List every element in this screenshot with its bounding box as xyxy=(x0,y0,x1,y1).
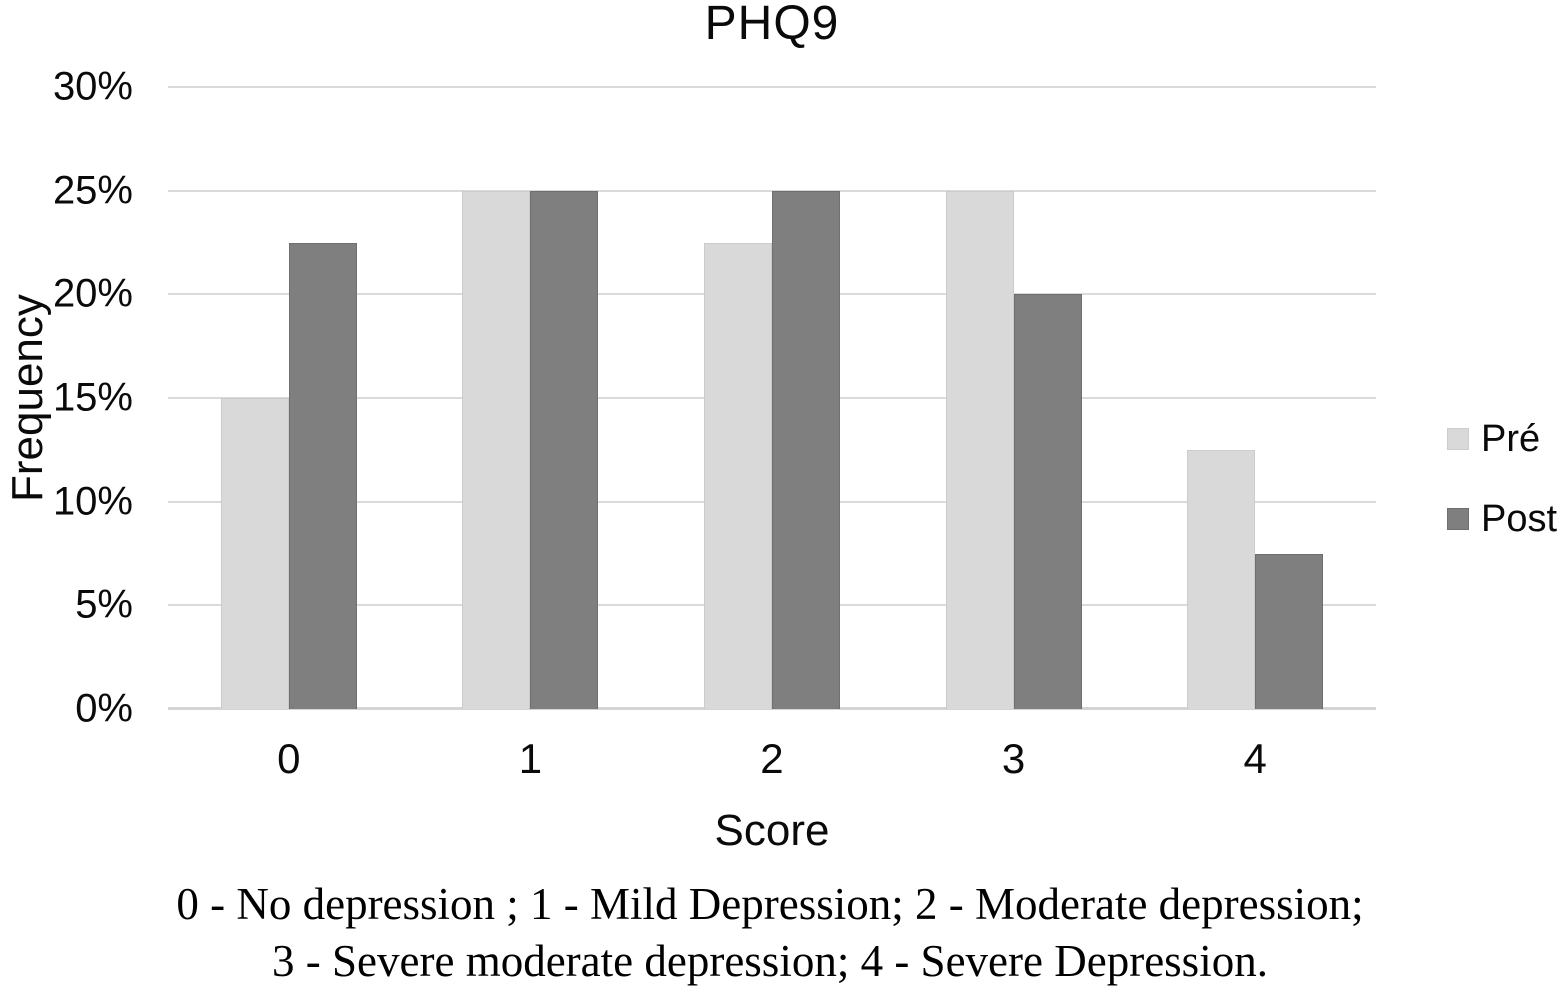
bar-pré-score-4 xyxy=(1187,449,1256,709)
legend-label-post: Post xyxy=(1481,498,1558,540)
bar-group-score-4 xyxy=(1134,87,1376,709)
legend-swatch-post xyxy=(1447,508,1469,530)
x-axis-label: Score xyxy=(714,806,830,855)
y-axis-ticks: 30% 25% 20% 15% 10% 5% 0% xyxy=(0,65,133,731)
y-tick-label: 0% xyxy=(75,686,133,731)
x-axis-ticks: 0 1 2 3 4 xyxy=(168,735,1376,783)
bar-pré-score-2 xyxy=(703,242,772,709)
bar-post-score-3 xyxy=(1013,294,1082,709)
x-tick-label: 3 xyxy=(1001,735,1026,782)
y-tick-label: 10% xyxy=(52,479,133,524)
x-tick-label: 4 xyxy=(1243,735,1267,782)
bar-group-score-2 xyxy=(651,87,893,709)
caption-line-1: 0 - No depression ; 1 - Mild Depression;… xyxy=(176,879,1364,929)
plot-area xyxy=(168,86,1376,710)
gridline xyxy=(168,189,1376,192)
y-tick-label: 5% xyxy=(75,582,133,627)
legend-swatch-pré xyxy=(1447,428,1469,450)
figure-caption: 0 - No depression ; 1 - Mild Depression;… xyxy=(0,876,1540,990)
y-tick-label: 15% xyxy=(52,375,133,420)
bar-post-score-2 xyxy=(771,190,840,709)
caption-line-2: 3 - Severe moderate depression; 4 - Seve… xyxy=(272,936,1268,987)
bar-pré-score-3 xyxy=(945,190,1014,709)
y-tick-label: 20% xyxy=(52,271,133,316)
x-tick-label: 0 xyxy=(277,735,301,782)
y-tick-label: 30% xyxy=(52,64,133,109)
chart-legend: Pré Post xyxy=(1447,420,1557,580)
bar-group-score-0 xyxy=(168,87,410,709)
legend-item-pré: Pré xyxy=(1447,420,1557,458)
bar-post-score-0 xyxy=(288,242,357,709)
bar-group-score-3 xyxy=(893,87,1135,709)
x-tick-label: 2 xyxy=(760,735,784,782)
bar-pré-score-1 xyxy=(462,190,531,709)
chart-title: PHQ9 xyxy=(704,0,840,50)
legend-label-pré: Pré xyxy=(1481,418,1541,460)
gridline xyxy=(168,86,1376,88)
bar-group-score-1 xyxy=(410,87,652,709)
bar-post-score-4 xyxy=(1255,553,1324,709)
legend-item-post: Post xyxy=(1447,500,1557,538)
bar-pré-score-0 xyxy=(220,398,289,709)
y-tick-label: 25% xyxy=(52,168,133,213)
x-tick-label: 1 xyxy=(518,735,543,782)
bar-post-score-1 xyxy=(530,190,599,709)
